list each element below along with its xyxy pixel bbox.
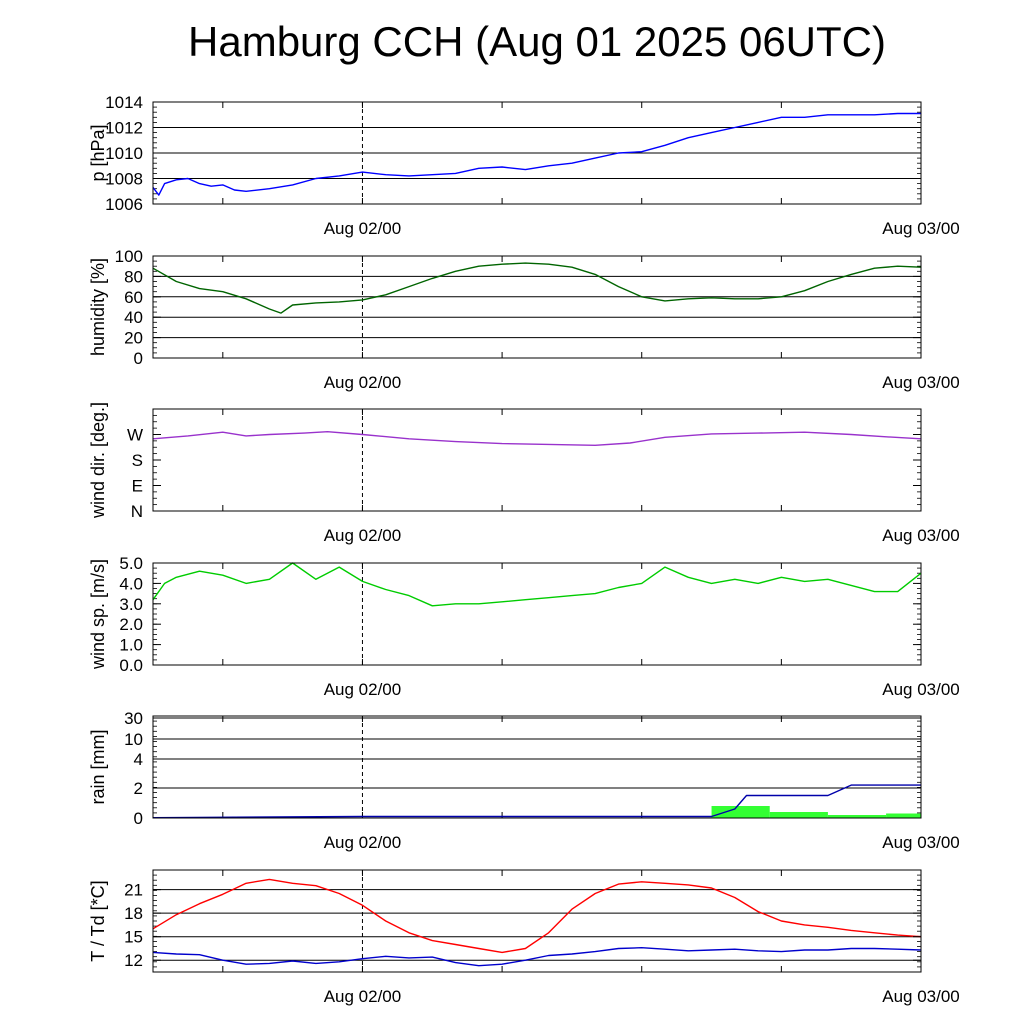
y-tick-label: 40 (124, 308, 143, 327)
x-tick-label: Aug 03/00 (882, 680, 960, 699)
y-axis-label: T / Td [*C] (88, 880, 108, 961)
x-tick-label: Aug 03/00 (882, 526, 960, 545)
plot-frame (152, 562, 922, 666)
y-tick-label: 2.0 (119, 615, 143, 634)
y-axis-label: wind dir. [deg.] (88, 402, 108, 519)
y-tick-label: 2 (134, 779, 143, 798)
y-tick-label: 80 (124, 267, 143, 286)
chart-title: Hamburg CCH (Aug 01 2025 06UTC) (188, 18, 886, 65)
y-tick-label: 15 (124, 928, 143, 947)
y-tick-label: 100 (115, 247, 143, 266)
y-tick-label: 12 (124, 951, 143, 970)
x-tick-label: Aug 02/00 (324, 833, 402, 852)
y-tick-label: 0.0 (119, 656, 143, 675)
x-tick-label: Aug 03/00 (882, 833, 960, 852)
rain-bar (711, 806, 770, 818)
x-tick-label: Aug 02/00 (324, 987, 402, 1006)
y-tick-label: W (127, 426, 143, 445)
x-tick-label: Aug 03/00 (882, 987, 960, 1006)
y-tick-label: 1.0 (119, 636, 143, 655)
y-axis-label: rain [mm] (88, 729, 108, 804)
y-tick-label: 20 (124, 329, 143, 348)
series-line (152, 112, 921, 196)
y-axis-label: p [hPa] (88, 124, 108, 181)
y-tick-label: 1012 (105, 119, 143, 138)
series-line (152, 784, 921, 819)
y-tick-label: 1010 (105, 144, 143, 163)
x-tick-label: Aug 02/00 (324, 680, 402, 699)
y-tick-label: S (132, 451, 143, 470)
y-tick-label: N (131, 502, 143, 521)
rain-bar (769, 812, 828, 818)
y-tick-label: 1014 (105, 93, 143, 112)
y-tick-label: 0 (134, 809, 143, 828)
plot-frame (152, 869, 922, 973)
series-line (152, 562, 922, 607)
x-tick-label: Aug 03/00 (882, 373, 960, 392)
plot-frame (152, 255, 922, 359)
plot-frame (152, 408, 922, 512)
y-axis-label: wind sp. [m/s] (88, 559, 108, 670)
y-tick-label: 21 (124, 881, 143, 900)
plot-frame (152, 715, 922, 819)
series-line (152, 878, 922, 954)
y-tick-label: 1006 (105, 195, 143, 214)
y-tick-label: E (132, 477, 143, 496)
y-tick-label: 10 (124, 730, 143, 749)
y-tick-label: 3.0 (119, 595, 143, 614)
y-tick-label: 4.0 (119, 574, 143, 593)
x-tick-label: Aug 03/00 (882, 219, 960, 238)
y-tick-label: 30 (124, 709, 143, 728)
x-tick-label: Aug 02/00 (324, 219, 402, 238)
series-line (152, 262, 922, 314)
y-tick-label: 1008 (105, 170, 143, 189)
y-axis-label: humidity [%] (88, 258, 108, 356)
y-tick-label: 5.0 (119, 554, 143, 573)
rain-bar (886, 813, 921, 818)
x-tick-label: Aug 02/00 (324, 526, 402, 545)
series-line (152, 431, 922, 446)
series-line (152, 947, 922, 967)
y-tick-label: 60 (124, 288, 143, 307)
y-tick-label: 0 (134, 349, 143, 368)
y-tick-label: 18 (124, 904, 143, 923)
y-tick-label: 4 (134, 750, 143, 769)
rain-bar (827, 815, 887, 818)
x-tick-label: Aug 02/00 (324, 373, 402, 392)
